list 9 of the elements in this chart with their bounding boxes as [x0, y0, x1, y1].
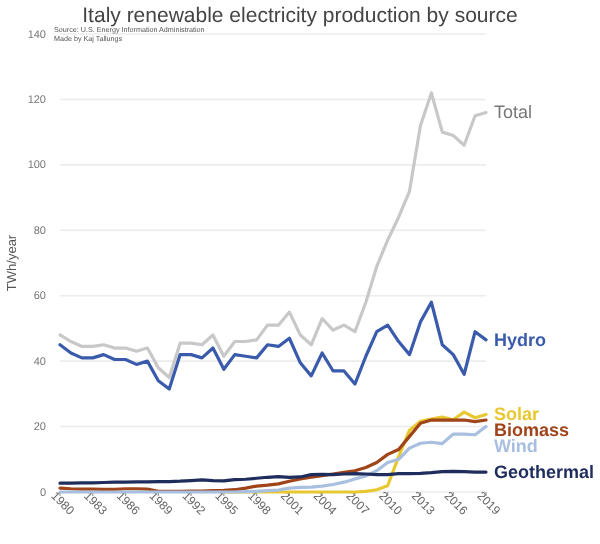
- series-label: Hydro: [494, 329, 548, 350]
- series-label: Solar: [494, 404, 541, 425]
- series-label: Geothermal: [494, 461, 595, 482]
- series-label: Total: [494, 102, 533, 123]
- series-label: Biomass: [494, 420, 570, 441]
- line-series: [58, 300, 488, 391]
- chart-title: Italy renewable electricity production by source: [82, 4, 518, 28]
- series-label: Wind: [494, 436, 538, 457]
- line-series: [58, 91, 488, 380]
